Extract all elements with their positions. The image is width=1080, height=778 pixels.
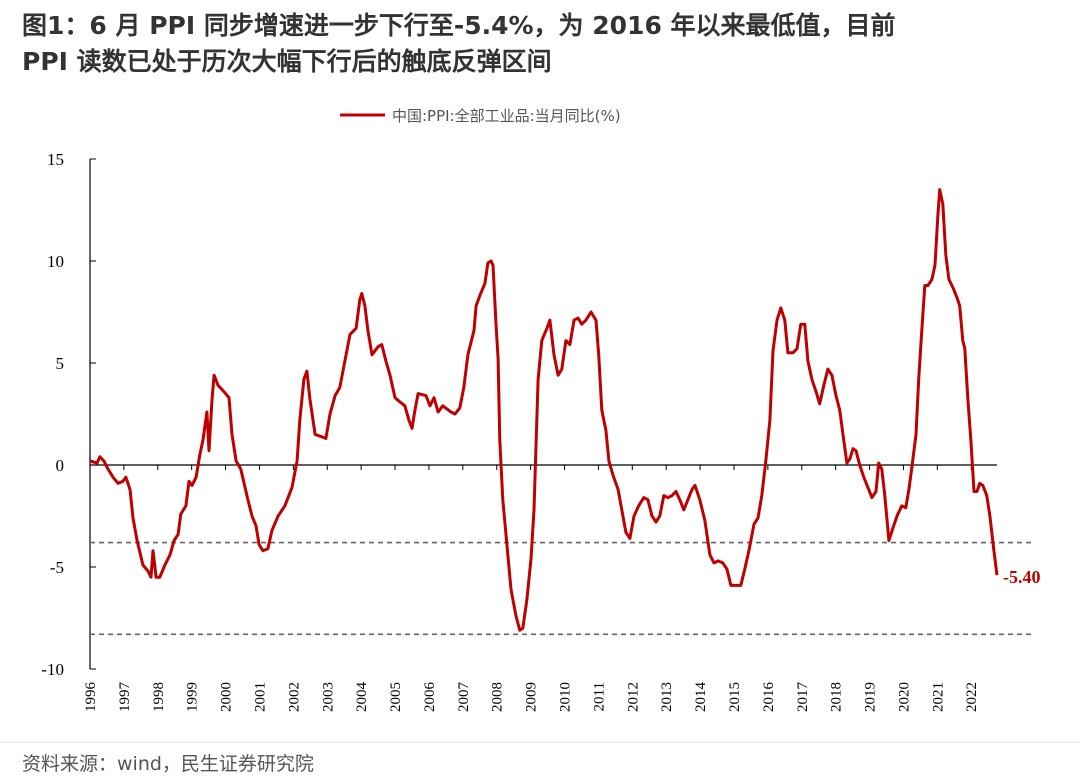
x-tick-label: 2004 xyxy=(354,682,370,713)
legend-label: 中国:PPI:全部工业品:当月同比(%) xyxy=(392,107,621,125)
x-tick-label: 1999 xyxy=(185,682,201,712)
x-tick-label: 2019 xyxy=(863,682,879,712)
y-tick-label: -5 xyxy=(50,558,64,577)
x-tick-label: 2011 xyxy=(591,682,607,711)
x-tick-label: 2006 xyxy=(422,682,438,713)
x-tick-label: 2007 xyxy=(456,682,472,713)
x-tick-label: 2005 xyxy=(388,682,404,712)
x-tick-label: 2021 xyxy=(930,682,946,712)
x-tick-label: 2008 xyxy=(490,682,506,712)
x-tick-label: 2012 xyxy=(625,682,641,712)
y-tick-label: -10 xyxy=(41,660,64,679)
x-tick-label: 2022 xyxy=(964,682,980,712)
annotation: -5.40 xyxy=(1003,567,1041,587)
chart-title: PPI 读数已处于历次大幅下行后的触底反弹区间 xyxy=(22,47,552,76)
x-tick-label: 1997 xyxy=(117,682,133,713)
x-tick-label: 2001 xyxy=(252,682,268,712)
x-tick-label: 2016 xyxy=(761,682,777,713)
line-series xyxy=(89,188,999,632)
x-tick-label: 2014 xyxy=(693,682,709,713)
y-tick-label: 10 xyxy=(47,252,64,271)
x-tick-label: 2010 xyxy=(558,682,574,712)
y-tick-label: 15 xyxy=(47,150,64,169)
x-tick-label: 2013 xyxy=(659,682,675,712)
x-tick-label: 2003 xyxy=(320,682,336,712)
x-tick-label: 2020 xyxy=(896,682,912,712)
chart-title: 图1：6 月 PPI 同步增速进一步下行至-5.4%，为 2016 年以来最低值… xyxy=(22,11,896,40)
x-tick-label: 2018 xyxy=(829,682,845,712)
x-tick-label: 2017 xyxy=(795,682,811,713)
source: 资料来源：wind，民生证券研究院 xyxy=(22,753,314,775)
x-tick-label: 2002 xyxy=(286,682,302,712)
x-tick-label: 1996 xyxy=(83,682,99,713)
y-tick-label: 0 xyxy=(56,456,65,475)
x-tick-label: 2015 xyxy=(727,682,743,712)
y-tick-label: 5 xyxy=(56,354,65,373)
x-tick-label: 1998 xyxy=(151,682,167,712)
x-tick-label: 2009 xyxy=(524,682,540,712)
x-tick-label: 2000 xyxy=(219,682,235,712)
